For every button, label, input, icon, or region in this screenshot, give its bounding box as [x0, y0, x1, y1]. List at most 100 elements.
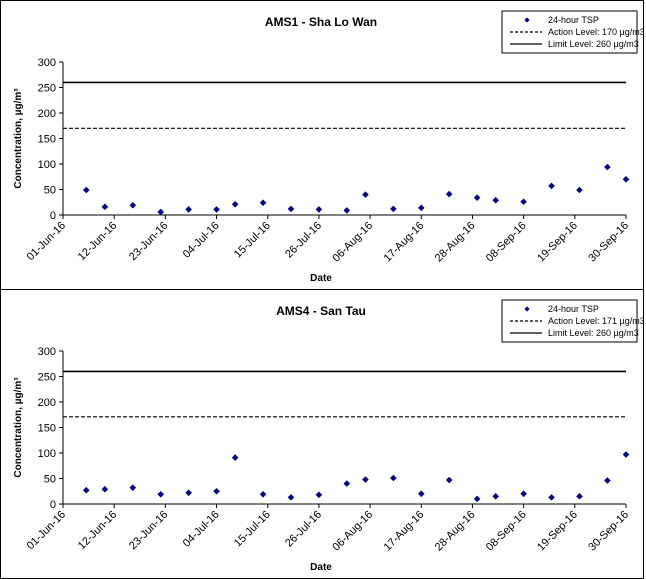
x-tick-label: 17-Aug-16 [382, 509, 427, 554]
y-tick-label: 50 [44, 185, 56, 197]
x-tick-label: 08-Sep-16 [484, 509, 529, 554]
chart-title: AMS4 - San Tau [276, 304, 366, 318]
y-tick-label: 150 [38, 134, 56, 146]
chart-title: AMS1 - Sha Lo Wan [265, 15, 377, 29]
data-point [445, 476, 453, 484]
chart-panel-ams1: AMS1 - Sha Lo Wan 0 50 100 150 200 250 300 01-Ju… [0, 0, 644, 290]
y-tick-label: 150 [38, 423, 56, 435]
x-tick-label: 06-Aug-16 [330, 509, 375, 554]
legend-box [501, 299, 638, 343]
legend-marker [524, 306, 530, 312]
data-point [604, 163, 611, 171]
legend-label: 24-hour TSP [548, 15, 599, 25]
data-point [604, 477, 611, 484]
data-point [576, 186, 583, 194]
data-point [390, 474, 397, 482]
x-tick-label: 26-Jul-16 [283, 220, 324, 261]
data-point [445, 190, 453, 198]
data-point [343, 480, 351, 487]
y-tick-label: 100 [38, 159, 56, 171]
data-point [259, 491, 267, 498]
data-point [417, 204, 425, 212]
x-tick-label: 19-Sep-16 [535, 509, 580, 554]
legend-box [501, 10, 638, 54]
data-point [129, 484, 137, 491]
data-point [576, 493, 583, 500]
data-point [417, 490, 425, 498]
legend-label: Action Level: 171 µg/m3 [548, 316, 643, 326]
data-point [287, 205, 295, 213]
x-tick-label: 23-Jun-16 [127, 220, 171, 264]
data-point [231, 200, 239, 208]
data-point [185, 489, 192, 497]
data-point [213, 487, 220, 495]
data-point [548, 182, 555, 190]
x-tick-label: 12-Jun-16 [76, 509, 120, 553]
legend-label: 24-hour TSP [548, 304, 599, 314]
data-point [622, 176, 630, 183]
x-tick-label: 15-Jul-16 [232, 220, 273, 261]
data-point [343, 207, 351, 214]
data-point [362, 476, 369, 483]
data-point [287, 494, 295, 501]
data-point [185, 206, 192, 213]
x-tick-label: 15-Jul-16 [232, 509, 273, 550]
x-tick-label: 30-Sep-16 [586, 220, 631, 265]
data-point [362, 191, 369, 198]
legend-label: Limit Level: 260 µg/m3 [548, 328, 639, 338]
y-tick-label: 50 [44, 474, 56, 486]
y-tick-label: 0 [50, 499, 56, 511]
legend-marker [524, 17, 530, 23]
x-tick-label: 01-Jun-16 [25, 220, 69, 264]
data-point [520, 198, 527, 206]
x-tick-label: 08-Sep-16 [484, 220, 529, 265]
y-tick-label: 200 [38, 397, 56, 409]
data-point [101, 485, 109, 493]
x-tick-label: 12-Jun-16 [76, 220, 120, 264]
data-point [520, 490, 527, 498]
x-tick-label: 06-Aug-16 [330, 220, 375, 265]
x-tick-label: 01-Jun-16 [25, 509, 69, 553]
data-point [315, 491, 323, 499]
y-tick-label: 300 [38, 346, 56, 358]
chart-svg: AMS1 - Sha Lo Wan 0 50 100 150 200 250 300 01-Ju… [13, 10, 643, 284]
data-point [231, 454, 239, 461]
x-tick-label: 17-Aug-16 [382, 220, 427, 265]
chart-svg: AMS4 - San Tau 0 50 100 150 200 250 300 01-Jun-1… [13, 299, 643, 573]
y-tick-label: 0 [50, 210, 56, 222]
data-point [492, 196, 500, 204]
x-tick-label: 04-Jul-16 [181, 220, 222, 261]
data-point [492, 493, 500, 500]
legend-label: Limit Level: 260 µg/m3 [548, 39, 639, 49]
data-point [473, 194, 481, 201]
y-tick-label: 100 [38, 448, 56, 460]
x-tick-label: 26-Jul-16 [283, 509, 324, 550]
data-point [82, 186, 90, 194]
data-point [82, 486, 90, 494]
data-point [622, 451, 630, 458]
x-tick-label: 28-Aug-16 [433, 509, 478, 554]
x-tick-label: 23-Jun-16 [127, 509, 171, 553]
x-axis-title: Date [310, 273, 332, 284]
data-point [213, 206, 220, 213]
y-tick-label: 250 [38, 83, 56, 95]
y-tick-label: 200 [38, 108, 56, 120]
data-point [157, 491, 165, 498]
chart-panel-ams4: AMS4 - San Tau 0 50 100 150 200 250 300 01-Jun-1… [0, 289, 644, 579]
data-point [390, 205, 397, 213]
data-point [101, 203, 109, 211]
y-tick-label: 300 [38, 57, 56, 69]
data-point [548, 494, 555, 501]
data-point [315, 206, 323, 213]
data-point [259, 199, 267, 207]
legend-label: Action Level: 170 µg/m3 [548, 27, 643, 37]
data-point [157, 208, 165, 216]
y-tick-label: 250 [38, 372, 56, 384]
x-tick-label: 28-Aug-16 [433, 220, 478, 265]
x-tick-label: 19-Sep-16 [535, 220, 580, 265]
x-tick-label: 04-Jul-16 [181, 509, 222, 550]
data-point [129, 202, 137, 209]
data-point [473, 495, 481, 503]
y-axis-title: Concentration, µg/m³ [13, 88, 24, 189]
y-axis-title: Concentration, µg/m³ [13, 377, 24, 478]
